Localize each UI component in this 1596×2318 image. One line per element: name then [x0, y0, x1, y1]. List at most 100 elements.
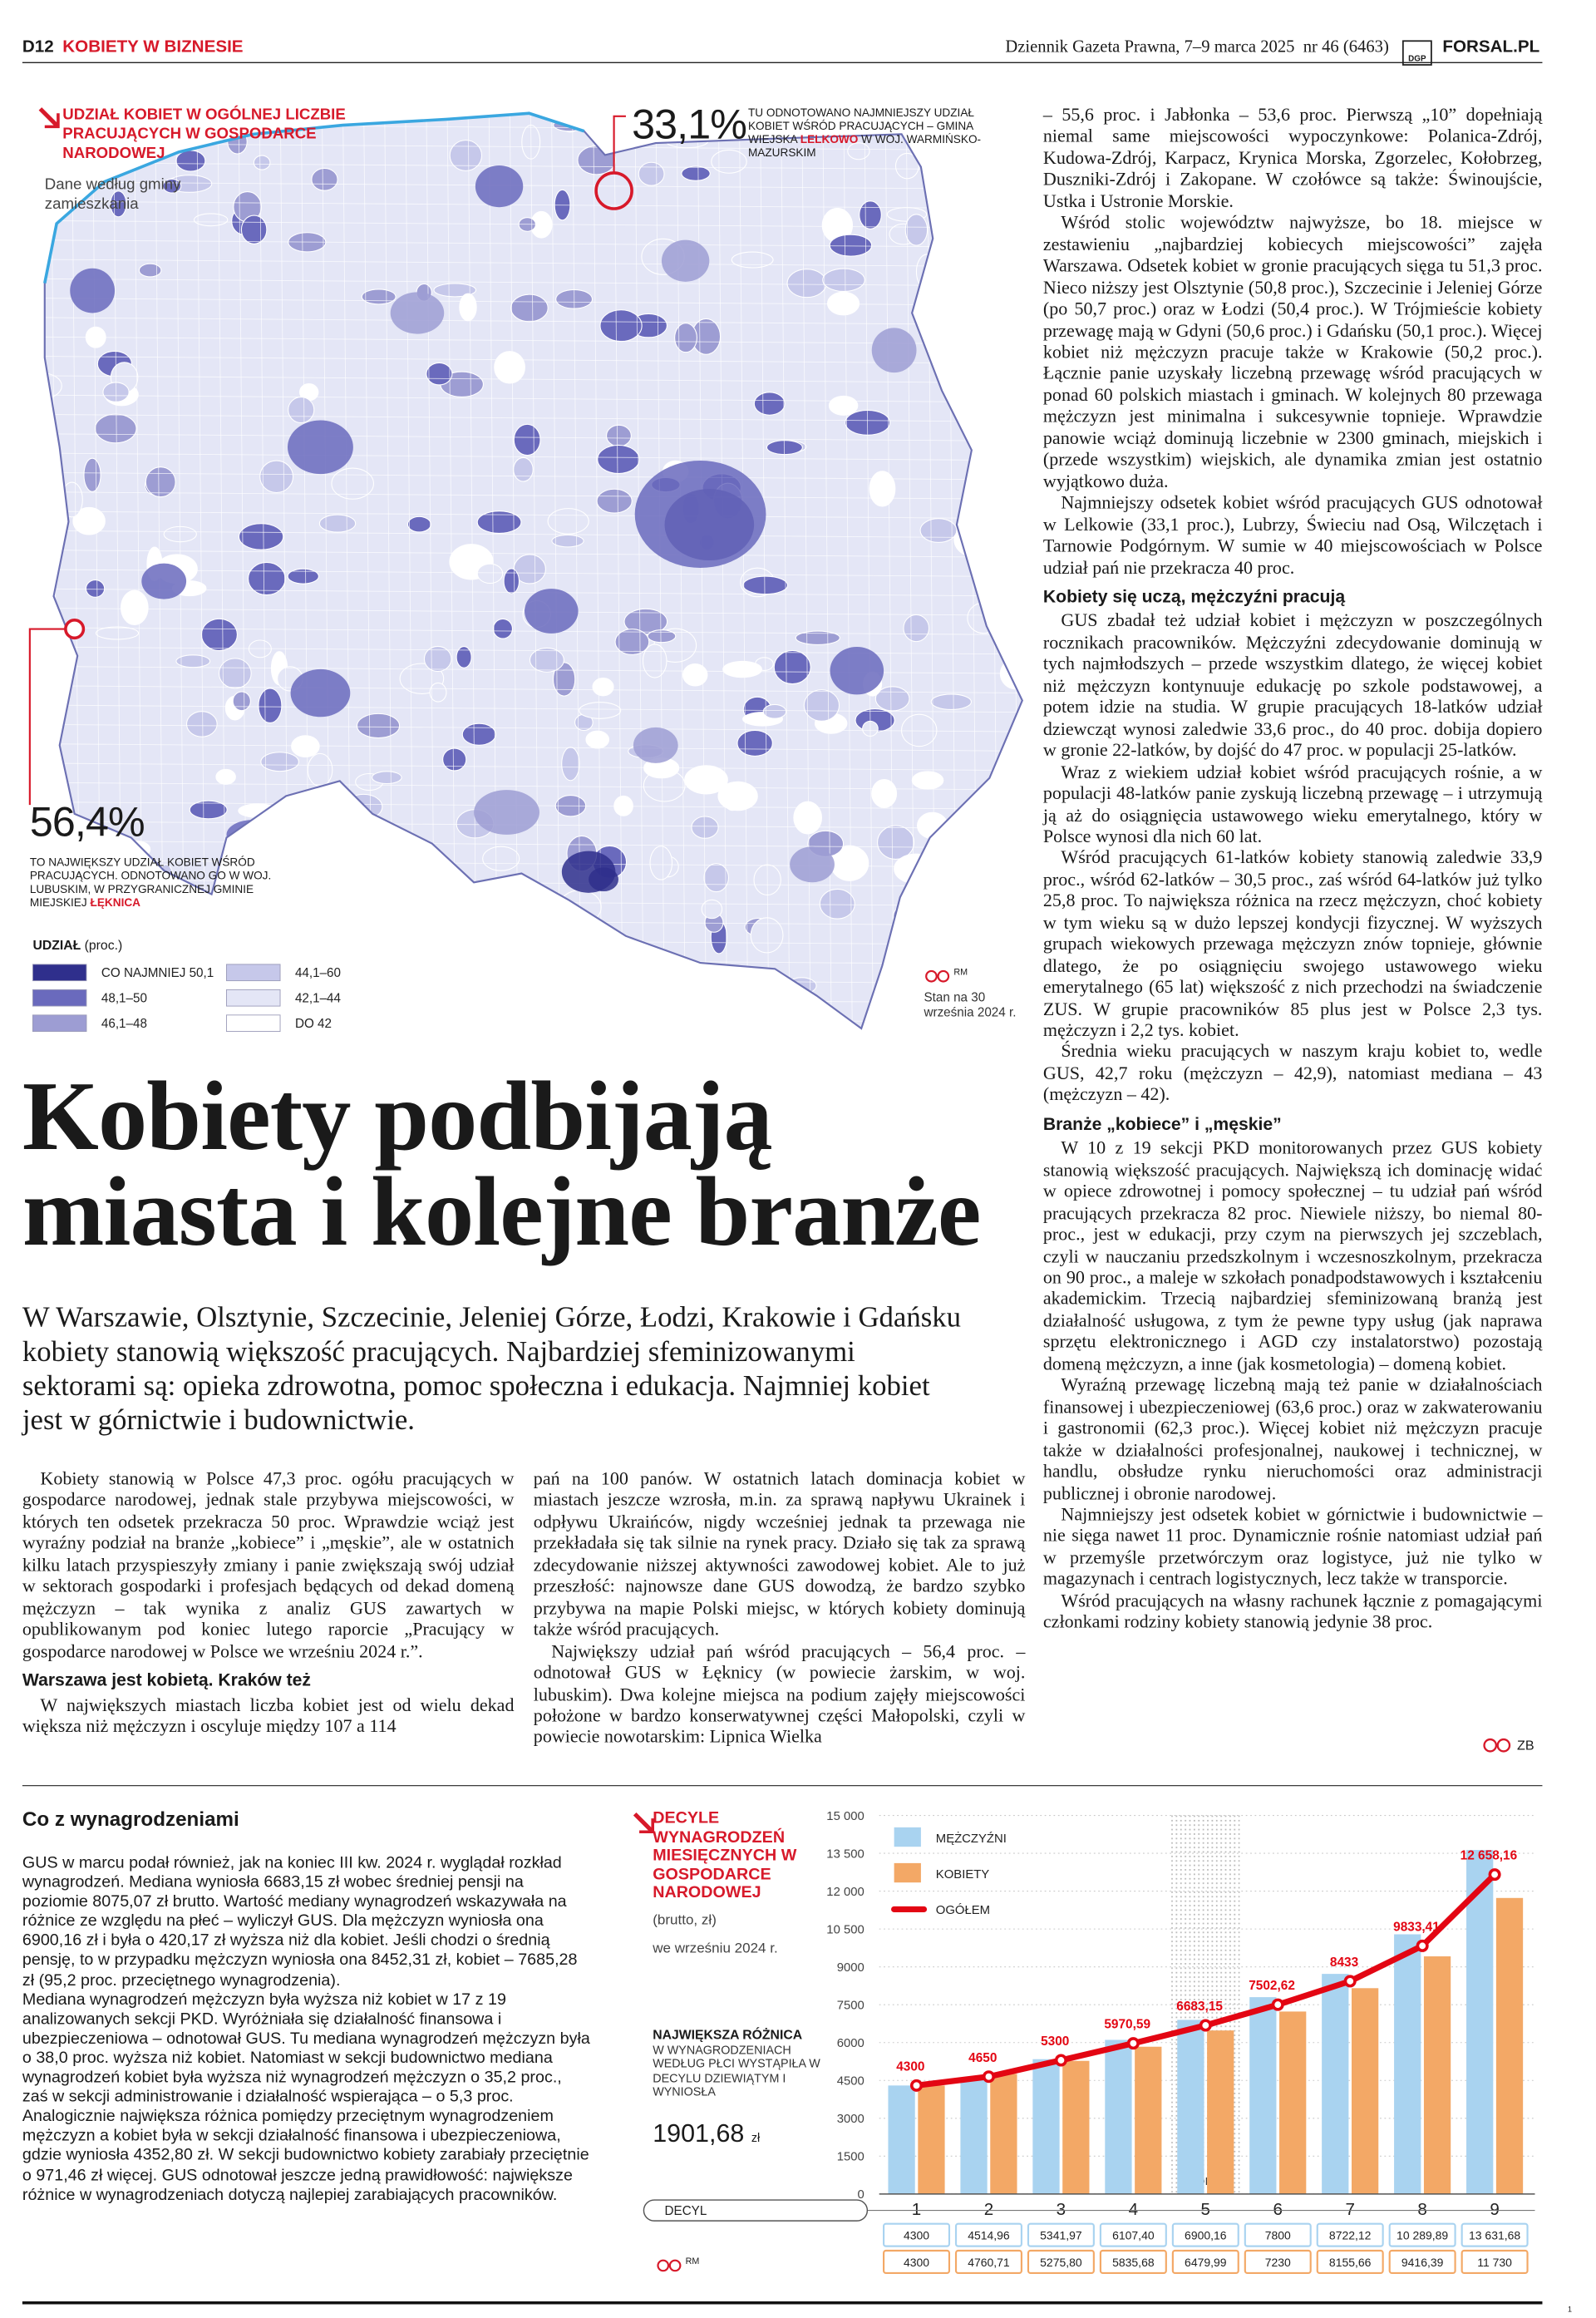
map-border — [884, 113, 895, 1028]
map-region — [649, 846, 673, 880]
line-point — [1199, 2019, 1212, 2032]
map-border — [44, 394, 1022, 403]
x-tick-label: 3 — [1057, 2200, 1066, 2219]
map-region — [919, 518, 958, 543]
paragraph: Wśród pracujących na własny rachunek łąc… — [1042, 1590, 1543, 1633]
legend-heading: UDZIAŁ (proc.) — [32, 938, 122, 953]
map-border — [44, 259, 1022, 268]
value-box — [954, 2222, 1022, 2247]
line-point — [1126, 2037, 1140, 2050]
value-box — [1099, 2222, 1167, 2247]
map-region — [786, 269, 827, 298]
map-region — [72, 506, 106, 535]
value-label: 6107,40 — [1112, 2229, 1155, 2242]
map-border — [44, 161, 1022, 170]
map-region — [585, 730, 609, 749]
map-region — [684, 983, 702, 999]
map-border — [44, 413, 1022, 422]
map-region — [647, 629, 677, 644]
map-region — [722, 660, 762, 678]
legend-label: KOBIETY — [936, 1868, 989, 1882]
map-border — [44, 375, 1022, 384]
value-box — [1027, 2249, 1095, 2274]
map-border — [44, 588, 1022, 597]
map-region — [406, 515, 431, 533]
map-region — [372, 771, 402, 785]
legend-title: UDZIAŁ — [32, 937, 81, 953]
map-city-region — [390, 292, 445, 334]
map-region — [215, 768, 236, 785]
value-label: 7800 — [1265, 2229, 1291, 2242]
map-region — [406, 938, 434, 960]
bar — [1495, 1897, 1524, 2194]
x-axis-label: DECYL — [665, 2204, 707, 2218]
map-region — [599, 309, 643, 343]
map-region — [260, 752, 299, 772]
map-region — [742, 575, 788, 595]
map-city-region — [474, 790, 539, 835]
map-border — [1010, 113, 1020, 1028]
map-region — [626, 978, 648, 994]
map-region — [762, 703, 787, 719]
line-point — [1343, 1975, 1357, 1988]
map-border — [44, 433, 1022, 442]
legend-swatch — [226, 989, 281, 1007]
map-region — [736, 729, 773, 757]
value-box — [1171, 2249, 1239, 2274]
map-region — [642, 644, 667, 678]
map-region — [753, 392, 786, 416]
map-city-region — [226, 819, 281, 850]
map-region — [684, 765, 728, 795]
dgp-logo: DGP — [1401, 40, 1432, 66]
line-value-label: 5970,59 — [1104, 2018, 1150, 2032]
map-region — [681, 165, 711, 181]
value-box — [1388, 2249, 1456, 2274]
map-border — [822, 113, 832, 1028]
map-region — [291, 735, 320, 758]
map-border — [44, 840, 1022, 849]
paragraph: GUS w marcu podał również, jak na koniec… — [22, 1854, 578, 1990]
y-tick-label: 9000 — [837, 1961, 864, 1975]
annotation-text: W WYNAGRODZENIACH WEDŁUG PŁCI WYSTĄPIŁA … — [653, 2043, 820, 2099]
value-box — [1171, 2222, 1239, 2247]
map-border — [634, 113, 644, 1028]
value-label: 6479,99 — [1185, 2256, 1227, 2269]
map-border — [44, 356, 1022, 364]
map-region — [461, 723, 496, 746]
line-point — [1271, 1998, 1284, 2011]
map-city-region — [871, 328, 917, 373]
lead: W Warszawie, Olsztynie, Szczecinie, Jele… — [22, 1302, 962, 1438]
bar — [1177, 2020, 1204, 2194]
bar — [1105, 2039, 1132, 2194]
min-callout-place: LELKOWO — [800, 132, 859, 146]
value-label: 10 289,89 — [1396, 2229, 1448, 2242]
map-region — [731, 251, 774, 269]
line-point — [1054, 2054, 1067, 2067]
map-city-region — [830, 647, 884, 695]
map-region — [442, 747, 467, 772]
subheading: Kobiety się uczą, mężczyźni pracują — [1042, 585, 1346, 607]
map-border — [44, 821, 1022, 830]
map-region — [894, 853, 938, 885]
legend-label: 44,1–60 — [295, 966, 341, 980]
map-region — [258, 688, 283, 723]
map-region — [510, 293, 549, 323]
x-tick-label: 5 — [1201, 2200, 1210, 2219]
map-region — [494, 351, 525, 384]
value-box — [1027, 2222, 1095, 2247]
y-tick-label: 4500 — [837, 2075, 864, 2089]
map-region — [826, 291, 860, 316]
bar — [990, 2074, 1017, 2194]
map-region — [597, 444, 640, 475]
map-region — [83, 457, 101, 492]
map-region — [973, 830, 995, 849]
signature-logo — [1496, 1738, 1511, 1753]
map-region — [44, 226, 53, 240]
map-region — [357, 877, 383, 894]
legend-swatch — [894, 1862, 921, 1883]
map-region — [943, 314, 988, 350]
value-box — [1244, 2222, 1312, 2247]
bar — [888, 2085, 915, 2194]
value-box — [883, 2222, 951, 2247]
map-region — [1004, 290, 1022, 313]
